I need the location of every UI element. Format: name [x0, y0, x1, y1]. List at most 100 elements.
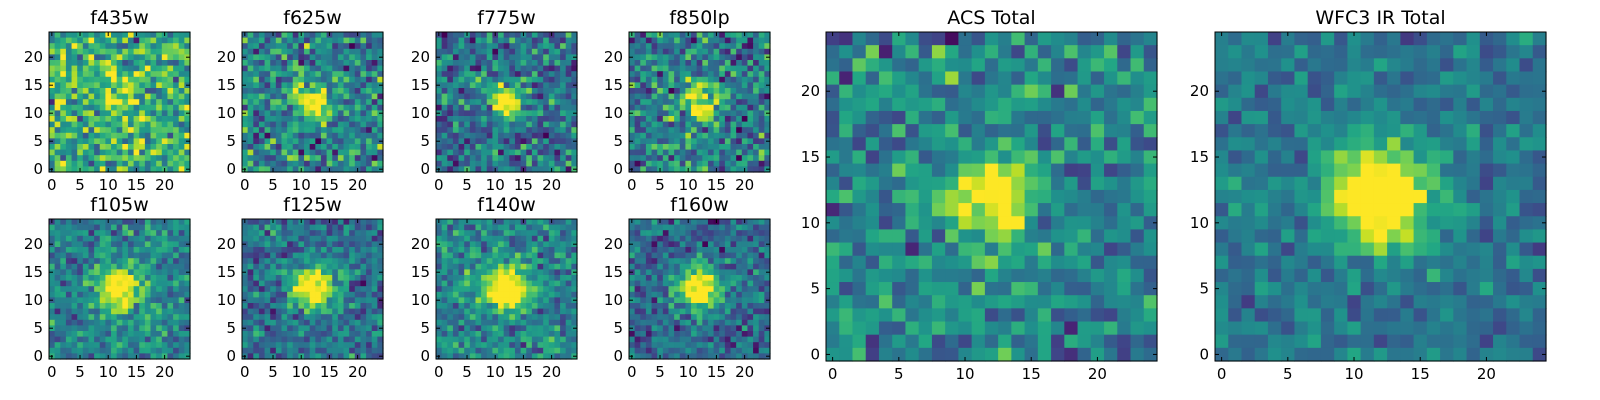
heatmap-cell: [531, 263, 539, 270]
heatmap-cell: [253, 121, 260, 128]
heatmap-cell: [65, 144, 73, 151]
heatmap-cell: [122, 224, 129, 231]
heatmap-cell: [436, 121, 443, 128]
heatmap-cell: [741, 291, 749, 298]
heatmap-cell: [691, 88, 698, 95]
heatmap-cell: [707, 258, 715, 265]
heatmap-cell: [447, 32, 454, 39]
heatmap-cell: [326, 88, 333, 95]
heatmap-cell: [167, 104, 174, 111]
heatmap-cell: [133, 116, 140, 123]
heatmap-cell: [287, 308, 294, 315]
heatmap-cell: [349, 82, 356, 89]
heatmap-cell: [377, 149, 384, 156]
heatmap-cell: [242, 280, 249, 287]
heatmap-cell: [122, 149, 129, 156]
heatmap-cell: [304, 303, 311, 310]
heatmap-cell: [707, 65, 715, 72]
heatmap-cell: [144, 43, 152, 50]
heatmap-cell: [736, 286, 743, 293]
heatmap-cell: [464, 127, 471, 134]
heatmap-cell: [747, 252, 754, 259]
heatmap-cell: [548, 48, 556, 55]
heatmap-cell: [71, 303, 78, 310]
heatmap-cell: [366, 37, 373, 44]
x-tick-label: 0: [240, 176, 250, 194]
heatmap-cell: [167, 336, 174, 343]
heatmap-cell: [253, 166, 260, 173]
heatmap-cell: [469, 116, 477, 123]
heatmap-cell: [111, 82, 118, 89]
heatmap-cell: [736, 230, 743, 237]
heatmap-cell: [275, 280, 283, 287]
heatmap-cell: [99, 353, 106, 360]
heatmap-cell: [326, 263, 333, 270]
heatmap-cell: [560, 116, 567, 123]
heatmap-cell: [571, 149, 578, 156]
heatmap-cell: [105, 342, 112, 349]
heatmap-cell: [503, 149, 510, 156]
heatmap-cell: [741, 144, 749, 151]
heatmap-cell: [127, 149, 135, 156]
heatmap-cell: [332, 314, 339, 321]
heatmap-cell: [332, 303, 339, 310]
heatmap-cell: [503, 297, 510, 304]
heatmap-cell: [184, 65, 191, 72]
heatmap-cell: [281, 280, 288, 287]
heatmap-cell: [469, 127, 477, 134]
heatmap-cell: [452, 258, 460, 265]
heatmap-cell: [99, 37, 106, 44]
heatmap-cell: [337, 258, 345, 265]
heatmap-cell: [77, 116, 84, 123]
heatmap-cell: [337, 263, 345, 270]
heatmap-cell: [133, 121, 140, 128]
heatmap-cell: [161, 76, 169, 83]
heatmap-cell: [475, 235, 482, 242]
heatmap-cell: [309, 280, 316, 287]
heatmap-cell: [531, 54, 539, 61]
heatmap-cell: [651, 65, 658, 72]
heatmap-cell: [747, 286, 754, 293]
heatmap-cell: [531, 247, 539, 254]
heatmap-cell: [287, 252, 294, 259]
heatmap-cell: [565, 303, 572, 310]
heatmap-cell: [565, 71, 572, 78]
heatmap-cell: [441, 32, 448, 39]
heatmap-cell: [679, 149, 686, 156]
heatmap-cell: [144, 121, 152, 128]
heatmap-cell: [337, 60, 345, 67]
heatmap-cell: [127, 127, 135, 134]
heatmap-cell: [304, 286, 311, 293]
heatmap-cell: [167, 331, 174, 338]
heatmap-cell: [537, 76, 544, 83]
heatmap-cell: [679, 247, 686, 254]
heatmap-cell: [178, 286, 185, 293]
heatmap-cell: [498, 65, 505, 72]
heatmap-cell: [71, 252, 78, 259]
heatmap-cell: [150, 247, 157, 254]
heatmap-cell: [441, 252, 448, 259]
heatmap-cell: [270, 263, 277, 270]
heatmap-cell: [144, 286, 152, 293]
y-tick-label: 5: [33, 319, 43, 337]
heatmap-cell: [99, 104, 106, 111]
heatmap-cell: [264, 319, 271, 326]
heatmap-cell: [111, 303, 118, 310]
heatmap-cell: [747, 54, 754, 61]
heatmap-cell: [292, 144, 299, 151]
heatmap-cell: [127, 342, 135, 349]
heatmap-cell: [258, 37, 266, 44]
heatmap-cell: [71, 110, 78, 117]
heatmap-cell: [548, 336, 556, 343]
heatmap-cell: [447, 219, 454, 226]
heatmap-cell: [679, 291, 686, 298]
heatmap-cell: [640, 48, 647, 55]
heatmap-cell: [242, 331, 249, 338]
heatmap-cell: [736, 76, 743, 83]
heatmap-cell: [309, 99, 316, 106]
heatmap-cell: [99, 149, 106, 156]
heatmap-cell: [634, 160, 641, 167]
heatmap-cell: [349, 32, 356, 39]
heatmap-cell: [702, 269, 709, 276]
heatmap-cell: [492, 76, 499, 83]
